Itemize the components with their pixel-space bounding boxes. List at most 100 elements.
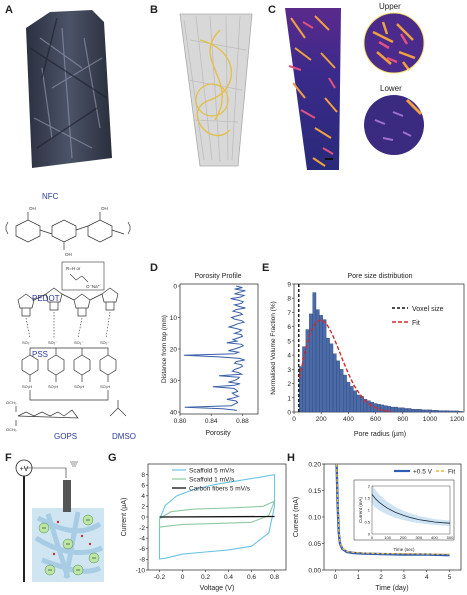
- d-plot-frame: [179, 283, 259, 415]
- oh-label-1: OH: [29, 206, 36, 211]
- e-bar: [343, 374, 347, 413]
- e-ytick-label: 3: [287, 367, 291, 374]
- h-ytick-label: 0.00: [308, 567, 321, 574]
- e-bar: [434, 410, 439, 413]
- d-xtick-label: 0.88: [236, 418, 249, 425]
- h-ytick-label: 0.20: [308, 461, 321, 468]
- chart-pore-size-distribution: Pore size distribution 0 1 2 3 4 5 6 7 8 9 0 200 40…: [270, 273, 465, 438]
- tomography-3d: [179, 13, 253, 167]
- e-ytick-label: 5: [287, 338, 291, 345]
- so3-label-2: SO₃⁻: [48, 340, 58, 345]
- lower-cross-section: [364, 95, 424, 155]
- h-xtick-label: 5: [448, 574, 452, 581]
- e-xtick-label: 800: [397, 416, 408, 423]
- h-inset-ytick-label: 1.5: [364, 496, 370, 501]
- pedot-label: PEDOT: [32, 294, 60, 303]
- so3h-label-3: SO₃H: [74, 384, 84, 389]
- h-inset-xtick-label: 200: [400, 535, 407, 540]
- h-xlabel: Time (day): [375, 585, 408, 592]
- e-bar: [360, 396, 364, 413]
- g-ytick-label: -2: [139, 525, 145, 532]
- e-bar: [322, 319, 327, 413]
- h-ytick-label: 0.05: [308, 541, 321, 548]
- e-bar: [332, 353, 337, 413]
- ground-electrode-icon: [63, 461, 78, 512]
- h-inset-xlabel: Time (sec): [393, 547, 415, 552]
- g-xtick-label: 0.2: [201, 574, 210, 581]
- ona-label: O⁻Na⁺: [86, 284, 101, 289]
- d-ytick-label: 40: [170, 410, 178, 417]
- panel-letter-e: E: [262, 262, 270, 274]
- e-bar: [346, 381, 351, 413]
- e-bar: [339, 369, 344, 413]
- g-xtick-label: -0.2: [154, 574, 166, 581]
- e-bar: [312, 292, 317, 413]
- h-inset-xtick-label: 300: [415, 535, 422, 540]
- upper-label: Upper: [379, 2, 401, 11]
- e-ytick-label: 8: [287, 296, 291, 303]
- e-fit-line: [298, 318, 392, 413]
- e-bar: [417, 409, 422, 413]
- e-bar: [438, 410, 442, 413]
- e-ytick-label: 0: [287, 410, 291, 417]
- e-title: Pore size distribution: [348, 273, 413, 280]
- d-ytick-label: 10: [170, 315, 178, 322]
- e-bar: [445, 410, 449, 413]
- e-bar: [411, 409, 415, 413]
- h-xtick-label: 4: [425, 574, 429, 581]
- e-xtick-label: 600: [370, 416, 381, 423]
- e-ytick-label: 6: [287, 324, 291, 331]
- e-bar: [400, 407, 405, 413]
- h-xtick-label: 1: [356, 574, 360, 581]
- h-inset-ylabel: Current (mA): [358, 497, 363, 524]
- d-ytick-label: 0: [173, 284, 177, 291]
- h-xtick-label: 2: [379, 574, 383, 581]
- g-ytick-label: 6: [141, 483, 145, 490]
- so3-label-3: SO₃⁻: [74, 340, 84, 345]
- e-xtick-label: 0: [292, 416, 296, 423]
- e-ytick-label: 1: [287, 395, 291, 402]
- g-ytick-label: -8: [139, 557, 145, 564]
- e-bar: [451, 410, 456, 413]
- scaffold-photo: [26, 10, 112, 168]
- e-xlabel: Pore radius (µm): [354, 431, 406, 438]
- g-ytick-label: 4: [141, 493, 145, 500]
- g-xlabel: Voltage (V): [200, 585, 235, 592]
- h-legend-1: Fit: [448, 469, 455, 476]
- chart-current-vs-time: 0.00 0.05 0.10 0.15 0.20 0 1 2 3 4 5 +0.5 V Fit 0…: [293, 461, 462, 592]
- nfc-label: NFC: [42, 192, 59, 201]
- so3h-label-4: SO₃H: [100, 384, 110, 389]
- e-bar: [315, 309, 320, 413]
- e-bar: [448, 410, 453, 413]
- e-bar: [336, 360, 340, 413]
- e-ytick-label: 9: [287, 282, 291, 289]
- e-bar: [407, 408, 412, 413]
- e-bar: [428, 409, 432, 413]
- so3h-label-1: SO₃H: [22, 384, 32, 389]
- e-bar: [404, 408, 408, 413]
- h-inset-ytick-label: 0: [368, 532, 371, 537]
- och3-label-1: OCH₃: [6, 400, 17, 405]
- e-bar: [302, 346, 306, 413]
- e-bar: [298, 366, 303, 413]
- h-inset-xtick-label: 500: [447, 535, 454, 540]
- porosity-slice-vertical: [285, 8, 341, 170]
- so3h-label-2: SO₃H: [48, 384, 58, 389]
- panel-letter-b: B: [150, 4, 158, 16]
- d-xlabel: Porosity: [205, 430, 231, 437]
- d-porosity-line: [183, 285, 246, 411]
- och3-label-2: OCH₃: [6, 427, 17, 432]
- d-title: Porosity Profile: [194, 273, 241, 280]
- e-bar: [455, 410, 459, 413]
- g-ytick-label: 2: [141, 504, 145, 511]
- e-legend-voxel: Voxel size: [412, 306, 444, 313]
- g-legend-1: Scaffold 1 mV/s: [189, 477, 235, 484]
- chart-cyclic-voltammetry: -10 -8 -6 -4 -2 0 2 4 6 8 -0.2 0 0.2 0.4 0.6 0.8 Scaff…: [121, 463, 287, 592]
- e-bar: [356, 394, 361, 413]
- side-group-label: R=H or: [66, 266, 81, 271]
- h-inset-ytick-label: 1: [368, 508, 371, 513]
- g-ylabel: Current (µA): [121, 498, 128, 537]
- d-ylabel: Distance from top (mm): [161, 315, 168, 383]
- g-series-scaffold-5: [158, 473, 276, 560]
